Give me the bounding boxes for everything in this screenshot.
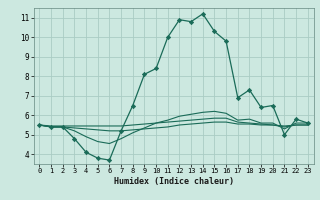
X-axis label: Humidex (Indice chaleur): Humidex (Indice chaleur): [114, 177, 234, 186]
